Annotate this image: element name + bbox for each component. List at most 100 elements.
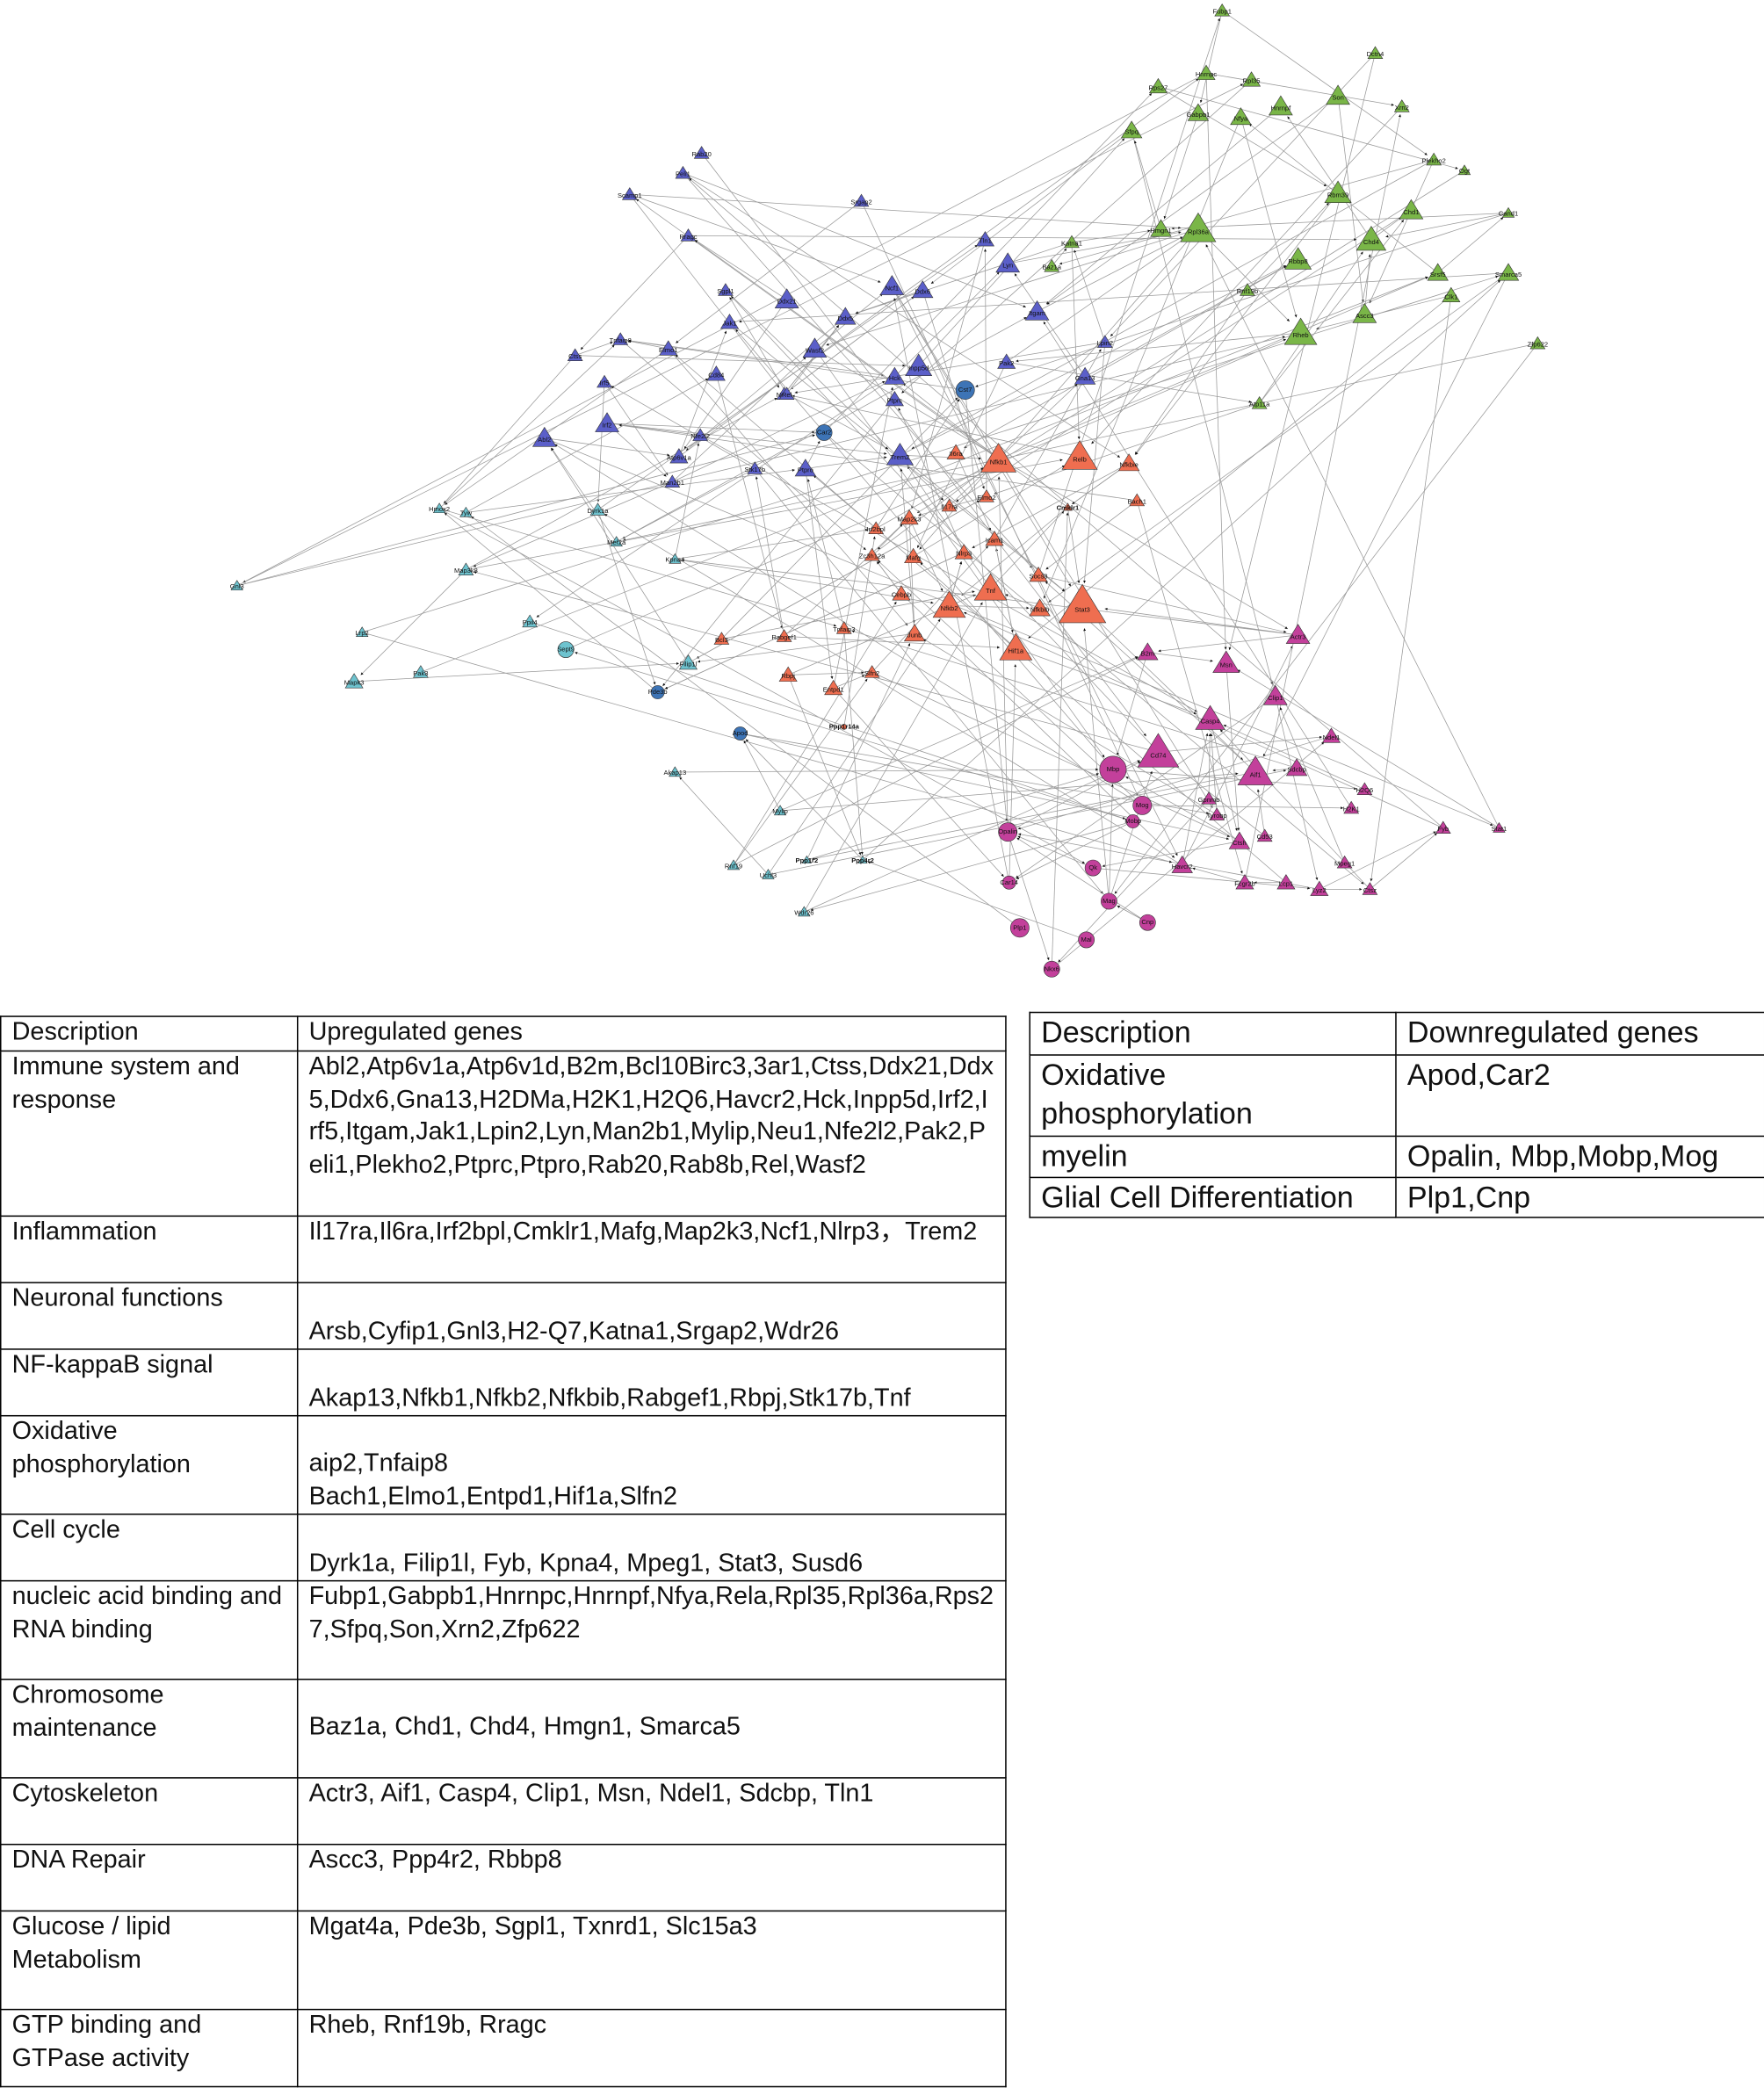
node-label: Cd74 (1150, 751, 1166, 759)
edge (972, 463, 1130, 549)
node-label: Trem2 (891, 453, 910, 461)
node-label: Tln1 (979, 237, 992, 245)
edge (735, 329, 1114, 770)
node-label: Ppp1r14a (829, 722, 860, 730)
node-label: Mog (1136, 801, 1149, 809)
edge (1117, 652, 1148, 756)
description-cell: myelin (1029, 1135, 1397, 1179)
node (1324, 180, 1352, 203)
edge (823, 432, 1364, 885)
node-label: Qk (1088, 863, 1097, 871)
node (1427, 263, 1449, 281)
edge (675, 354, 1287, 884)
node-label: Mal (1081, 936, 1093, 943)
edge (1182, 645, 1293, 866)
node-label: Ascc3 (1356, 312, 1374, 320)
node-label: Rheb (1293, 331, 1309, 339)
genes-cell: Mgat4a, Pde3b, Sgpl1, Txnrd1, Slc15a3 (296, 1910, 1007, 2011)
edge (892, 285, 1072, 587)
node-label: Irf2bpl (867, 525, 886, 533)
node (650, 685, 665, 699)
edge (994, 402, 1260, 495)
node (1137, 642, 1159, 661)
node (669, 448, 689, 464)
edge (1093, 867, 1311, 890)
node (1148, 77, 1168, 94)
genes-cell: Ascc3, Ppp4r2, Rbbp8 (296, 1843, 1007, 1912)
edge (1043, 321, 1352, 809)
edge (1104, 607, 1298, 636)
node-label: Casp4 (1201, 717, 1220, 725)
edge (998, 277, 1428, 460)
edge (544, 437, 1493, 827)
edge (1016, 837, 1148, 923)
node (621, 187, 638, 200)
node-label: Tyrobp (1207, 812, 1227, 820)
node-label: Kpna4 (665, 556, 684, 564)
node-label: Lrp2 (356, 629, 369, 637)
node-label: Katna1 (1061, 239, 1082, 247)
edge (607, 423, 887, 455)
description-cell: NF-kappaB signal (0, 1348, 299, 1417)
edge (683, 299, 787, 450)
edge (1158, 86, 1458, 170)
node (1326, 84, 1350, 105)
node (824, 679, 843, 696)
edge (1158, 86, 1327, 187)
edges (236, 10, 1538, 970)
node (975, 231, 994, 247)
node (733, 726, 748, 741)
edge (1009, 664, 1017, 883)
edge (1102, 841, 1240, 868)
node-label: Lcp1 (1279, 880, 1293, 888)
node (1435, 820, 1451, 834)
node (905, 353, 933, 376)
node (1137, 733, 1180, 768)
node (864, 665, 880, 678)
node-label: Nlrp3 (956, 550, 972, 558)
node-label: Chd1 (1403, 208, 1419, 216)
node-label: Il6ra (950, 450, 964, 458)
nodes: Fubp1 Hnrnpc Rpl35 Dctn4 Rps27 Gabpb1 Nfya Hnrn… (230, 3, 1548, 978)
edge (628, 340, 669, 350)
node-label: Itgam (1029, 309, 1045, 317)
node-label: Dyrk1a (587, 507, 609, 515)
edge (662, 399, 895, 687)
node-label: Rbbp8 (1288, 257, 1307, 265)
edge (787, 675, 862, 856)
node-label: Hck (889, 374, 900, 382)
node-label: Chd4 (1363, 238, 1379, 246)
node (954, 544, 973, 560)
node (432, 502, 446, 514)
node-label: Sept9 (557, 646, 575, 654)
edge (955, 210, 1412, 502)
node (659, 340, 678, 356)
edge (675, 200, 862, 343)
node (1150, 219, 1172, 237)
node (997, 353, 1016, 369)
edge (362, 275, 1499, 633)
edge (1262, 272, 1509, 757)
edge (784, 296, 915, 394)
edge (1125, 776, 1240, 842)
node-label: Mpeg1 (1334, 860, 1355, 868)
edge (236, 336, 1286, 587)
node (567, 348, 583, 361)
node (1367, 46, 1384, 59)
edge (1037, 236, 1183, 312)
edge (471, 516, 1021, 928)
node (841, 724, 848, 730)
edge (892, 285, 1213, 808)
node-label: Ddx5 (837, 314, 853, 322)
node-label: Hmox2 (429, 505, 450, 513)
edge (1182, 733, 1209, 866)
edge (733, 678, 868, 866)
genes-cell: Downregulated genes (1395, 1011, 1764, 1056)
edge (1016, 647, 1197, 715)
edge (1370, 295, 1452, 882)
genes-cell: Actr3, Aif1, Casp4, Clip1, Msn, Ndel1, S… (296, 1777, 1007, 1846)
node (904, 547, 923, 564)
node (1195, 704, 1225, 730)
node-label: Ppp1r2 (796, 856, 819, 864)
edge (1385, 213, 1509, 238)
